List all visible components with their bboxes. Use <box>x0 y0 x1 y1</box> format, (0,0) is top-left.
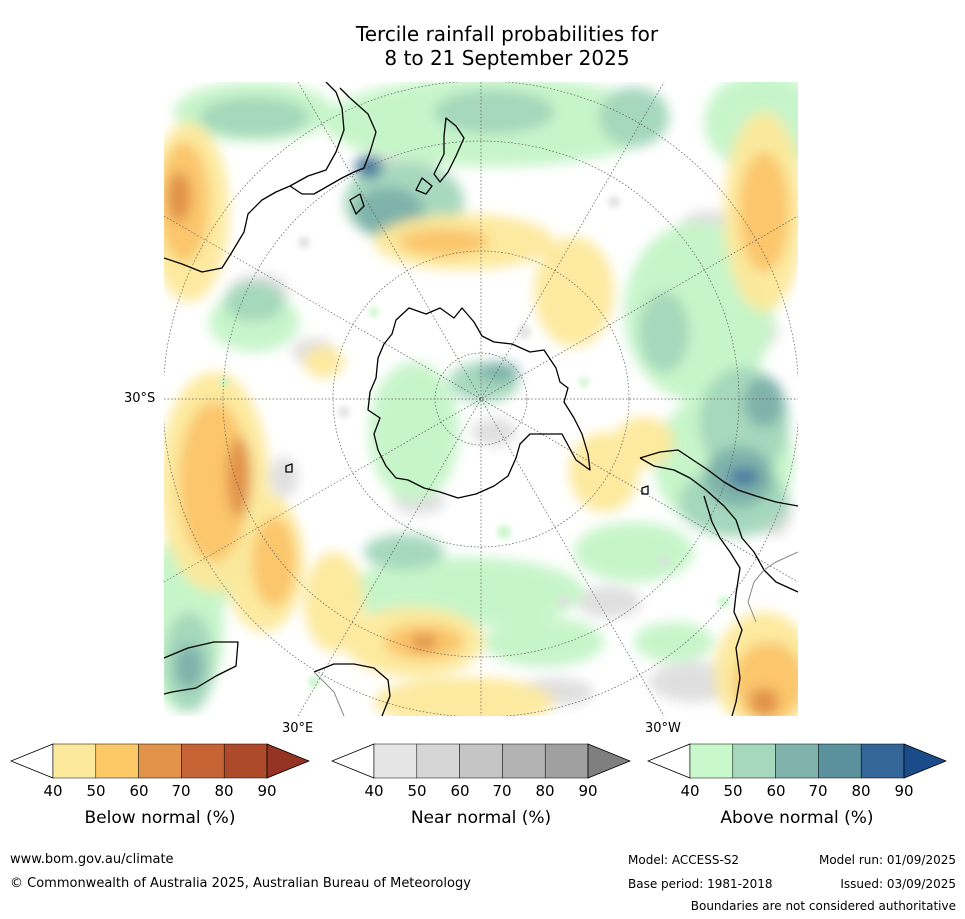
kerguelen <box>285 463 293 473</box>
polar-map <box>164 82 798 716</box>
issued-text: Issued: 03/09/2025 <box>840 877 956 891</box>
colorbar-bin <box>181 743 225 779</box>
colorbar-extend-low <box>9 743 54 779</box>
tick: 80 <box>535 782 555 800</box>
tick: 40 <box>43 782 63 800</box>
colorbar-bin <box>860 743 905 779</box>
south-america-east <box>703 495 743 716</box>
tick: 60 <box>450 782 470 800</box>
falklands <box>641 485 649 495</box>
border-sa-1 <box>747 569 765 623</box>
title-line-1: Tercile rainfall probabilities for <box>355 22 659 46</box>
colorbar-extend-high <box>903 743 948 779</box>
colorbar-bin <box>732 743 776 779</box>
colorbar-below-normal-caption: Below normal (%) <box>84 808 236 828</box>
coastlines <box>164 82 798 716</box>
base-period-text: Base period: 1981-2018 <box>628 877 773 891</box>
colorbar-near-normal-caption: Near normal (%) <box>410 808 552 828</box>
colorbar-bin <box>544 743 589 779</box>
label-30s: 30°S <box>124 391 156 406</box>
tick: 60 <box>129 782 149 800</box>
border-sa-2 <box>763 551 798 571</box>
colorbar-extend-high <box>587 743 632 779</box>
below-normal-high-field <box>167 172 779 716</box>
colorbar-extend-low <box>330 743 375 779</box>
colorbar-bin <box>502 743 546 779</box>
copyright-text: © Commonwealth of Australia 2025, Austra… <box>10 876 471 891</box>
map-title: Tercile rainfall probabilities for 8 to … <box>0 22 965 70</box>
new-zealand-south <box>415 177 433 195</box>
tasmania <box>349 193 365 215</box>
colorbar-near-normal-svg <box>330 743 632 779</box>
tick: 70 <box>808 782 828 800</box>
colorbar-bin <box>775 743 819 779</box>
colorbar-extend-high <box>266 743 311 779</box>
colorbar-bin <box>373 743 418 779</box>
australia-south-coast <box>289 87 377 195</box>
tick: 50 <box>407 782 427 800</box>
colorbar-below-normal: 40 50 60 70 80 90 Below normal (%) <box>9 742 311 842</box>
label-30w: 30°W <box>645 721 681 736</box>
tick: 40 <box>680 782 700 800</box>
south-america-lower <box>639 457 798 593</box>
colorbar-bin <box>95 743 139 779</box>
meridian-150 <box>297 82 665 716</box>
tick: 80 <box>214 782 234 800</box>
colorbar-near-normal: 40 50 60 70 80 90 Near normal (%) <box>330 742 632 842</box>
border-af-1 <box>313 671 345 716</box>
label-30e: 30°E <box>282 721 314 736</box>
website-link[interactable]: www.bom.gov.au/climate <box>10 852 174 867</box>
colorbar-near-normal-ticks: 40 50 60 70 80 90 <box>331 782 631 802</box>
tick: 50 <box>86 782 106 800</box>
tick: 50 <box>723 782 743 800</box>
colorbar-bin <box>138 743 182 779</box>
tick: 70 <box>171 782 191 800</box>
tick: 80 <box>851 782 871 800</box>
south-america-coast <box>639 449 798 507</box>
tick: 90 <box>578 782 598 800</box>
africa-coast <box>164 641 239 695</box>
colorbar-bin <box>459 743 503 779</box>
australia-coast <box>164 82 345 273</box>
africa-south <box>313 663 391 716</box>
country-borders <box>313 551 798 716</box>
title-line-2: 8 to 21 September 2025 <box>384 46 630 70</box>
colorbar-bin <box>223 743 268 779</box>
colorbar-bin <box>52 743 97 779</box>
tick: 40 <box>364 782 384 800</box>
speckle-texture <box>219 196 730 688</box>
meridian-60 <box>164 215 798 583</box>
tick: 90 <box>257 782 277 800</box>
colorbar-bin <box>818 743 862 779</box>
tick: 70 <box>492 782 512 800</box>
tick: 60 <box>766 782 786 800</box>
tick: 90 <box>894 782 914 800</box>
disclaimer-text: Boundaries are not considered authoritat… <box>690 899 956 913</box>
antarctica-coast <box>367 307 591 499</box>
colorbar-above-normal: 40 50 60 70 80 90 Above normal (%) <box>646 742 948 842</box>
graticule <box>164 82 798 716</box>
colorbar-above-normal-ticks: 40 50 60 70 80 90 <box>647 782 947 802</box>
colorbar-below-normal-svg <box>9 743 311 779</box>
colorbar-below-normal-ticks: 40 50 60 70 80 90 <box>10 782 310 802</box>
above-normal-very-high-field <box>355 155 760 487</box>
model-run-text: Model run: 01/09/2025 <box>818 853 956 867</box>
new-zealand-north <box>433 117 465 183</box>
colorbar-above-normal-caption: Above normal (%) <box>720 808 874 828</box>
map-svg <box>164 82 798 716</box>
colorbar-above-normal-svg <box>646 743 948 779</box>
colorbar-extend-low <box>646 743 691 779</box>
meridian-120 <box>164 215 798 583</box>
colorbar-bin <box>689 743 734 779</box>
meridian-30 <box>297 82 665 716</box>
model-text: Model: ACCESS-S2 <box>628 853 740 867</box>
colorbar-bin <box>416 743 460 779</box>
